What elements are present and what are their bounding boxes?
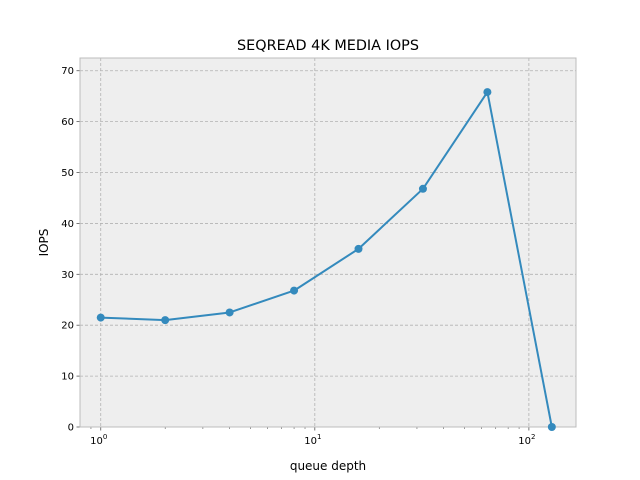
data-point [483,88,492,97]
y-tick-label: 0 [68,423,74,434]
chart-title: SEQREAD 4K MEDIA IOPS [237,38,419,54]
data-point [418,184,427,193]
x-tick-exponent: 0 [103,433,107,441]
data-point [225,308,234,317]
data-point [96,313,105,322]
y-axis-label: IOPS [37,229,51,257]
data-point [354,244,363,253]
y-tick-label: 10 [61,372,74,383]
x-tick-exponent: 1 [317,433,321,441]
y-tick-label: 40 [61,219,74,230]
plot-background [80,58,576,427]
series-line [100,91,553,428]
series [96,88,556,431]
data-point [547,423,556,431]
y-tick-label: 20 [61,321,74,332]
x-tick-exponent: 2 [531,433,535,441]
data-point [290,286,299,295]
x-axis-label: queue depth [290,459,366,473]
y-tick-label: 70 [61,66,74,77]
y-tick-labels: 0 10 20 30 40 50 60 70 [61,66,74,433]
plot-frame [79,57,577,428]
y-tick-label: 60 [61,117,74,128]
major-ticks [76,70,530,431]
y-tick-label: 30 [61,270,74,281]
x-tick-label: 101 [304,433,321,447]
x-tick-label: 102 [518,433,535,447]
x-tick-label: 100 [90,433,107,447]
data-point [161,316,170,325]
grid [80,58,576,428]
y-tick-label: 50 [61,168,74,179]
x-tick-labels: 100 101 102 [90,433,535,447]
